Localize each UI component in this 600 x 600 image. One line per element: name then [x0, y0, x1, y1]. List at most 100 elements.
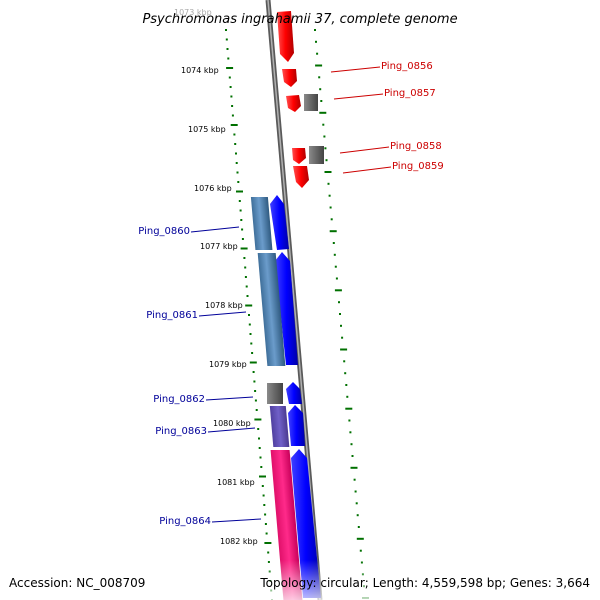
tick-mark	[259, 475, 266, 478]
gene-feature	[250, 197, 273, 250]
tick-mark	[332, 242, 335, 244]
gene-feature	[257, 253, 286, 366]
gene-label[interactable]: Ping_0858	[390, 141, 442, 152]
tick-mark	[264, 542, 272, 544]
tick-label-top: 1073 kbp	[174, 8, 212, 17]
tick-mark	[252, 371, 255, 373]
tick-mark	[319, 111, 327, 114]
tick-mark	[335, 277, 338, 280]
tick-mark	[253, 380, 256, 383]
tick-mark	[236, 171, 239, 174]
tick-mark	[339, 313, 341, 315]
callouts: Ping_0856 Ping_0857 Ping_0858 Ping_0859 Ping…	[138, 61, 443, 527]
tick-mark	[320, 100, 323, 102]
gene-feature	[275, 252, 298, 365]
gene-label[interactable]: Ping_0864	[159, 516, 211, 527]
gene-label[interactable]: Ping_0861	[146, 310, 198, 321]
gene-callout-line	[342, 166, 392, 174]
gene-callout-line	[198, 311, 247, 317]
tick-mark	[237, 181, 240, 183]
tick-mark	[322, 123, 325, 126]
tick-mark	[353, 478, 356, 481]
tick-mark	[257, 428, 260, 430]
tick-mark	[251, 352, 254, 354]
backbone-line	[267, 0, 321, 600]
tick-label: 1077 kbp	[200, 242, 238, 251]
gene-feature	[267, 383, 283, 404]
tick-mark	[334, 265, 337, 268]
tick-mark	[235, 152, 237, 155]
tick-mark	[344, 372, 347, 375]
tick-mark	[240, 247, 248, 250]
tick-mark	[359, 549, 362, 552]
tick-mark	[327, 182, 330, 185]
tick-mark	[355, 502, 358, 505]
tick-mark	[345, 407, 353, 410]
tick-mark	[329, 206, 332, 209]
tick-mark	[234, 143, 237, 145]
tick-mark	[248, 314, 250, 316]
tick-mark	[235, 162, 238, 164]
tick-mark	[258, 447, 261, 449]
genome-summary-text: Topology: circular; Length: 4,559,598 bp…	[259, 576, 590, 590]
tick-mark	[248, 323, 251, 326]
tick-mark	[333, 253, 336, 256]
gene-feature	[309, 146, 324, 164]
tick-mark	[330, 218, 333, 221]
tick-mark	[258, 437, 260, 440]
tick-mark	[259, 456, 262, 459]
tick-mark	[260, 466, 263, 468]
tick-mark	[239, 209, 242, 212]
tick-mark	[225, 38, 228, 41]
gene-feature	[293, 166, 309, 188]
tick-mark	[264, 513, 267, 516]
gene-callout-line	[333, 93, 384, 100]
gene-label[interactable]: Ping_0863	[155, 426, 207, 437]
tick-mark	[349, 431, 352, 434]
tick-mark	[241, 228, 244, 231]
tick-mark	[341, 336, 344, 339]
tick-mark	[255, 409, 258, 411]
tick-mark	[323, 135, 326, 138]
tick-mark	[243, 257, 246, 259]
gene-feature	[286, 382, 302, 404]
gene-feature	[282, 69, 297, 87]
tick-mark	[245, 304, 253, 307]
tick-mark	[249, 361, 257, 364]
tick-mark	[240, 219, 243, 221]
tick-mark	[315, 40, 317, 43]
gene-label[interactable]: Ping_0862	[153, 394, 205, 405]
tick-mark	[246, 295, 249, 297]
tick-mark	[244, 276, 247, 278]
tick-mark	[354, 490, 357, 493]
tick-mark	[262, 494, 265, 497]
map-title: Psychromonas ingrahamii 37, complete gen…	[142, 12, 457, 27]
tick-mark	[338, 301, 340, 304]
gene-label[interactable]: Ping_0856	[381, 61, 433, 72]
tick-mark	[254, 418, 262, 421]
tick-dots	[225, 29, 369, 600]
tick-mark	[254, 390, 257, 392]
gene-label[interactable]: Ping_0860	[138, 226, 190, 237]
tick-mark	[244, 266, 247, 269]
gene-feature	[304, 94, 318, 111]
gene-feature	[269, 406, 290, 447]
tick-mark	[315, 64, 323, 67]
tick-mark	[345, 384, 348, 386]
gene-label[interactable]: Ping_0857	[384, 88, 436, 99]
tick-label: 1082 kbp	[220, 537, 258, 546]
tick-mark	[229, 86, 232, 88]
tick-mark	[227, 57, 230, 60]
tick-mark	[356, 537, 364, 540]
tick-mark	[241, 238, 244, 240]
tick-mark	[340, 348, 348, 351]
gene-label[interactable]: Ping_0859	[392, 161, 444, 172]
tick-mark	[263, 504, 266, 506]
tick-mark	[264, 523, 267, 525]
gene-callout-line	[339, 146, 390, 154]
tick-mark	[356, 514, 359, 517]
tick-mark	[314, 29, 316, 31]
gene-callout-line	[190, 226, 240, 233]
tick-label: 1076 kbp	[194, 184, 232, 193]
